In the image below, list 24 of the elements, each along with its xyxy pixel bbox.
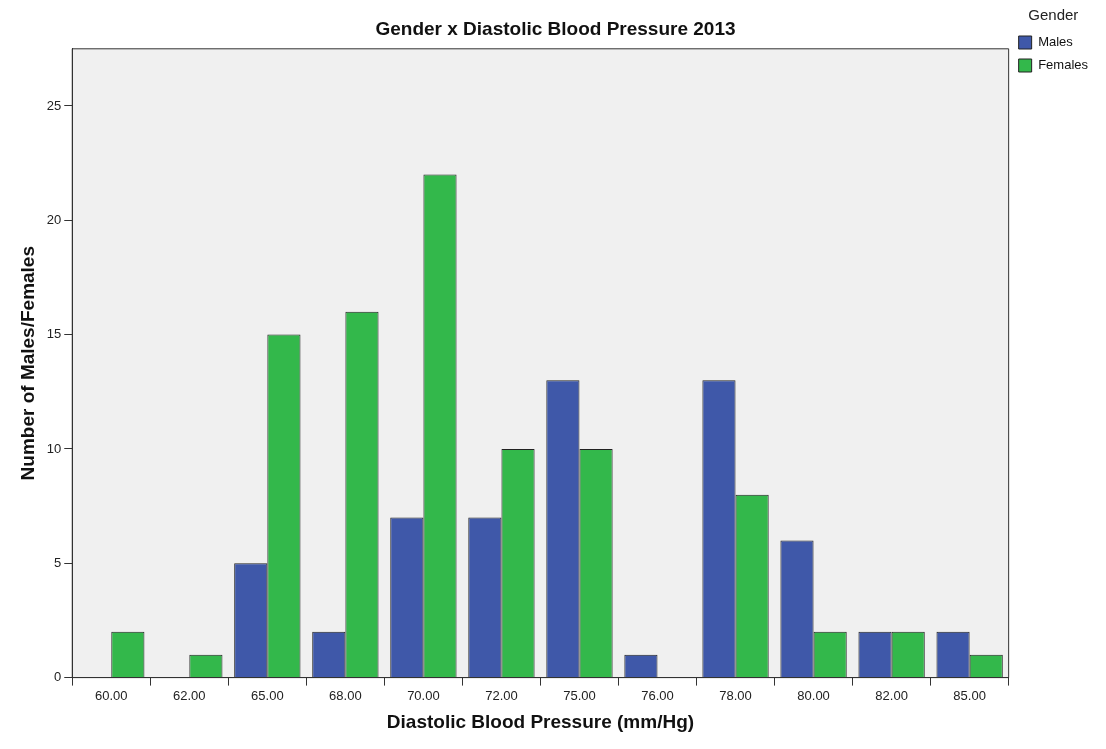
x-tick-label: 78.00 <box>719 687 752 703</box>
x-tick-label: 85.00 <box>953 687 986 703</box>
y-tick-label: 25 <box>46 97 62 113</box>
x-tick-label: 68.00 <box>329 687 362 703</box>
x-tick-label: 76.00 <box>641 687 674 703</box>
y-tick-label: 15 <box>46 326 62 342</box>
y-axis-title: Number of Males/Females <box>16 245 38 481</box>
y-tick-label: 20 <box>46 211 62 227</box>
x-tick-label: 80.00 <box>797 687 830 703</box>
x-tick-label: 62.00 <box>173 687 206 703</box>
legend-label: Females <box>1038 57 1089 73</box>
legend-title: Gender <box>1028 5 1079 23</box>
y-tick-label: 5 <box>54 554 62 570</box>
x-tick-label: 60.00 <box>95 687 128 703</box>
x-tick-label: 72.00 <box>485 687 518 703</box>
x-tick-label: 75.00 <box>563 687 596 703</box>
legend-label: Males <box>1038 34 1074 50</box>
x-tick-label: 70.00 <box>407 687 440 703</box>
x-tick-label: 82.00 <box>875 687 908 703</box>
x-axis-title: Diastolic Blood Pressure (mm/Hg) <box>386 710 695 732</box>
x-tick-label: 65.00 <box>251 687 284 703</box>
y-tick-label: 0 <box>54 669 62 685</box>
chart-title: Gender x Diastolic Blood Pressure 2013 <box>375 17 736 39</box>
y-tick-label: 10 <box>46 440 62 456</box>
